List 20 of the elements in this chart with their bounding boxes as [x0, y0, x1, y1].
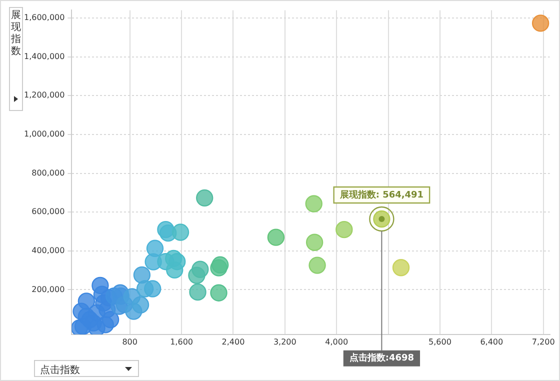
y-tick-label: 600,000 — [32, 207, 65, 216]
y-tick-label: 800,000 — [32, 168, 65, 178]
x-tick-label: 1,600 — [170, 337, 193, 346]
y-tick-label: 1,400,000 — [24, 52, 65, 61]
x-tick-label: 800 — [122, 337, 138, 346]
y-tick-label: 1,200,000 — [24, 90, 65, 100]
annotation: 展现指数: 564,491 — [338, 189, 424, 200]
y-tick-label: 200,000 — [32, 284, 65, 294]
y-tick-label: 1,000,000 — [24, 130, 65, 139]
x-axis-title: 点击指数 — [40, 364, 80, 377]
x-tick-label: 4,000 — [325, 337, 348, 346]
x-tick-label: 6,400 — [480, 337, 504, 346]
y-tick-label: 400,000 — [32, 246, 65, 255]
x-tick-label: 2,400 — [222, 337, 245, 346]
y-tick-label: 1,600,000 — [24, 13, 65, 22]
x-tick-label: 7,200 — [532, 337, 555, 346]
annotation: 点击指数:4698 — [349, 352, 414, 364]
x-tick-label: 5,600 — [428, 337, 452, 346]
y-axis-title: 展现指数 — [10, 9, 22, 58]
x-tick-label: 3,200 — [273, 337, 296, 346]
